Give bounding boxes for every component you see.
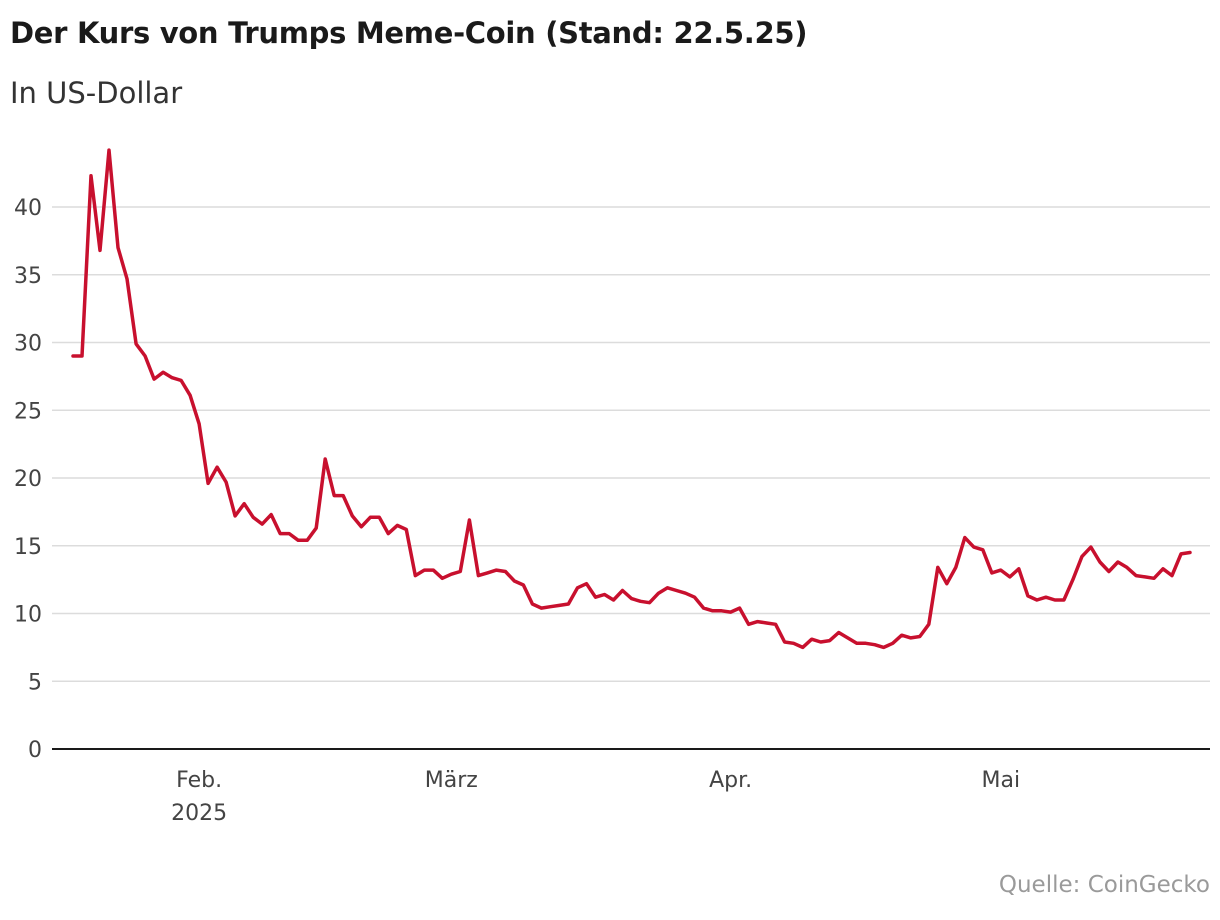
y-tick-label: 10 [14,603,42,628]
x-tick-sublabel: 2025 [171,801,227,826]
y-tick-label: 15 [14,535,42,560]
y-axis-ticks: 0 5 10 15 20 25 30 35 40 [14,196,42,763]
x-tick-label: März [425,768,478,793]
source-note: Quelle: CoinGecko [998,872,1210,898]
y-tick-label: 0 [28,738,42,763]
x-tick-label: Mai [982,768,1021,793]
series-layer [71,148,1192,650]
y-tick-label: 30 [14,332,42,357]
series-line-trump [71,148,1192,650]
grid-lines [52,206,1210,682]
y-tick-label: 5 [28,670,42,695]
x-tick-label: Feb. [176,768,222,793]
chart-title: Der Kurs von Trumps Meme-Coin (Stand: 22… [10,16,808,50]
chart-subtitle: In US-Dollar [10,76,183,110]
y-tick-label: 20 [14,467,42,492]
y-tick-label: 35 [14,264,42,289]
x-tick-label: Apr. [709,768,752,793]
x-axis-ticks: Feb. 2025 März Apr. Mai [171,768,1020,826]
y-tick-label: 40 [14,196,42,221]
y-tick-label: 25 [14,399,42,424]
